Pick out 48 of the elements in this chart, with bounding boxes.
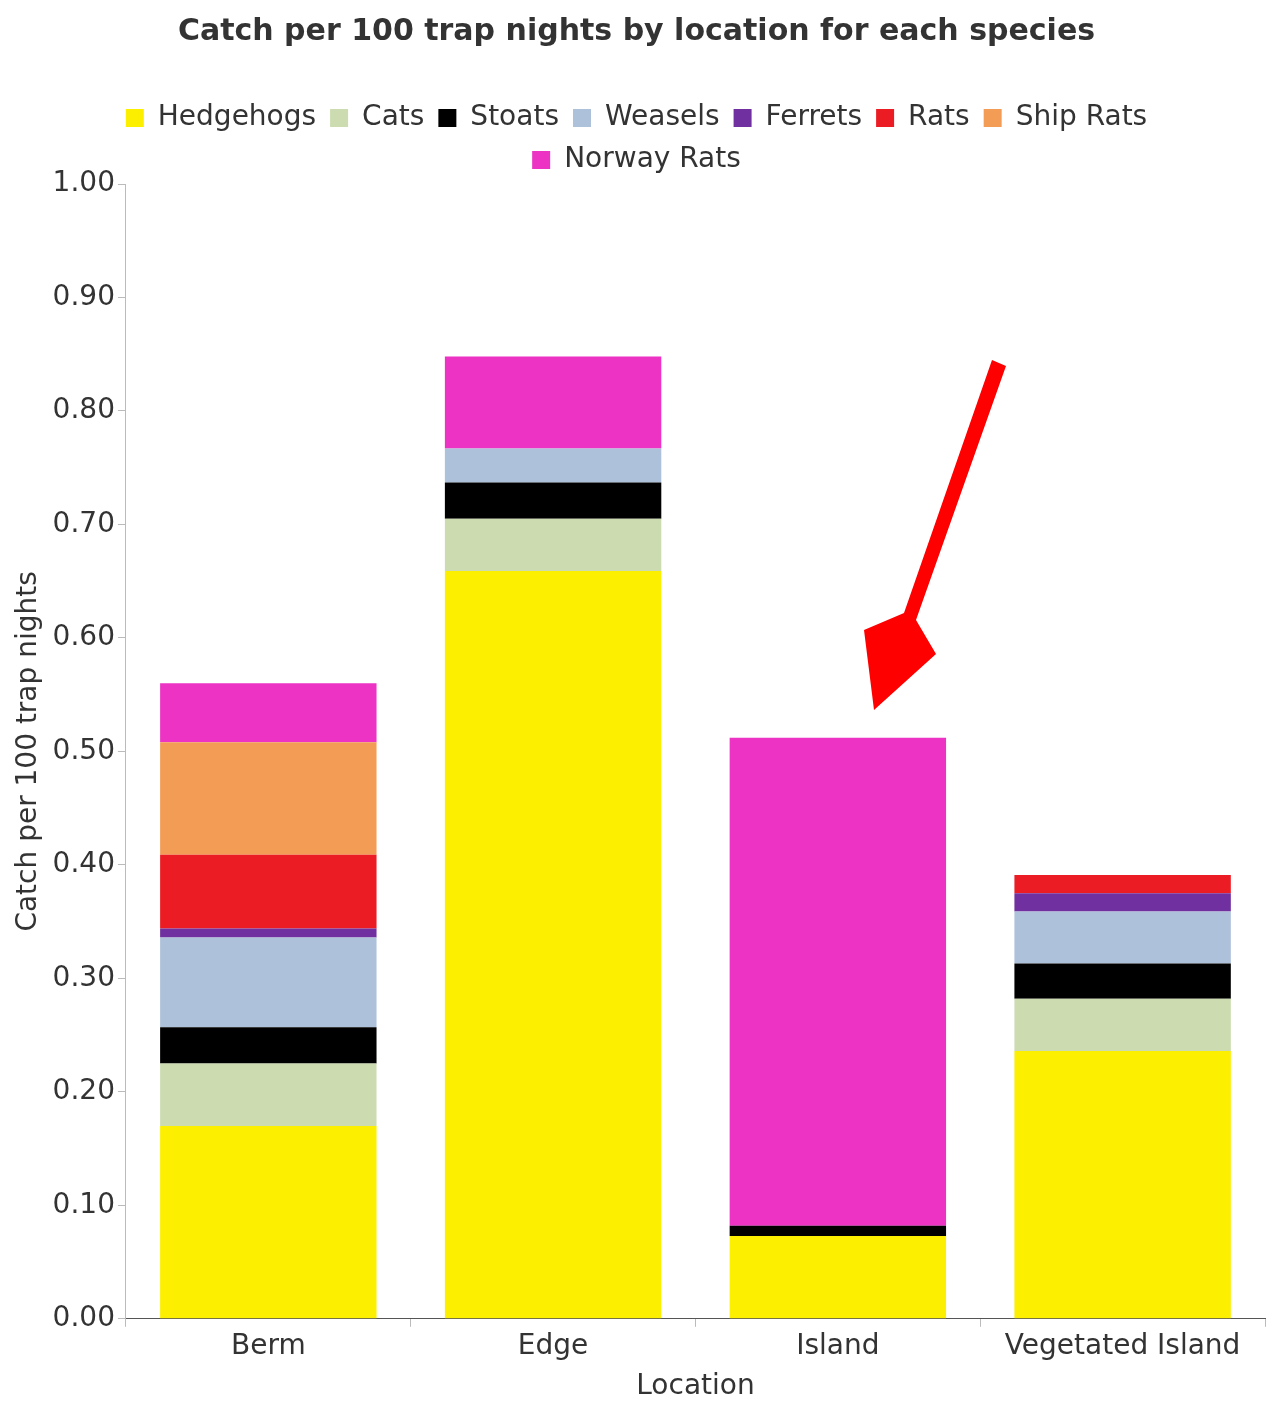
bar [160,742,377,855]
y-tick-label: 0.90 [52,278,115,312]
bar [160,1063,377,1126]
y-tick-label: 0.30 [52,959,115,993]
legend-label: Ferrets [765,99,863,133]
bar [729,737,947,1226]
bar [1014,875,1231,894]
bar [160,854,377,929]
x-tick-label: Edge [517,1327,589,1361]
y-axis-title: Catch per 100 trap nights [10,571,44,932]
legend-label: Stoats [470,99,559,133]
y-tick-label: 0.20 [52,1073,115,1107]
y-tick-label: 0.60 [52,619,115,653]
bar [444,518,662,571]
legend-label: Norway Rats [564,141,741,175]
bar [444,356,662,449]
y-tick-label: 0.40 [52,846,115,880]
legend-label: Ship Rats [1015,99,1148,133]
bar [160,1027,377,1064]
x-axis-title: Location [636,1368,755,1402]
y-tick-label: 0.50 [52,732,115,766]
bar [160,928,377,938]
bar [444,448,662,483]
x-tick-label: Island [796,1327,880,1361]
bar [1014,1050,1231,1319]
bar [1014,893,1231,912]
legend-label: Hedgehogs [157,99,317,133]
bar [1014,998,1231,1051]
bar [160,1125,377,1319]
y-tick-label: 0.70 [52,505,115,539]
bar [729,1225,947,1236]
bar [1014,963,1231,999]
x-tick-label: Berm [230,1327,306,1361]
y-tick-label: 0.10 [52,1186,115,1220]
bar [160,937,377,1028]
legend-label: Rats [908,99,970,133]
y-tick-label: 0.80 [52,392,115,426]
bar [729,1235,947,1319]
y-tick-label: 0.00 [52,1300,115,1334]
bar [444,482,662,519]
x-tick-label: Vegetated Island [1004,1327,1241,1361]
bar [444,570,662,1319]
chart-title: Catch per 100 trap nights by location for each species [177,11,1096,47]
y-tick-label: 1.00 [52,165,115,199]
legend-label: Cats [362,99,425,133]
bar [1014,911,1231,964]
legend-label: Weasels [604,99,720,133]
bar [160,683,377,743]
